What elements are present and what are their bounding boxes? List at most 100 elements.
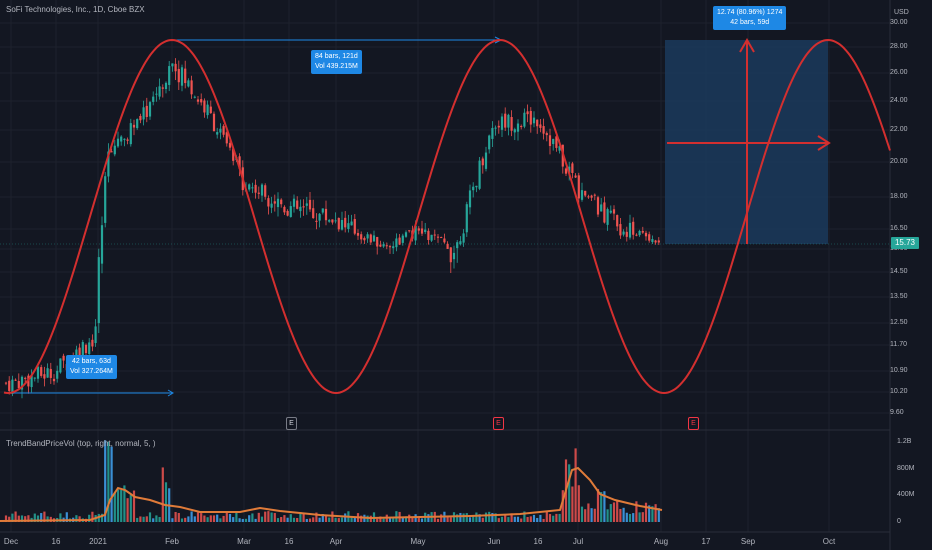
candle[interactable] bbox=[427, 228, 430, 245]
candle[interactable] bbox=[8, 376, 11, 395]
candle[interactable] bbox=[555, 134, 558, 152]
candle[interactable] bbox=[216, 127, 219, 139]
candle[interactable] bbox=[452, 245, 456, 269]
candle[interactable] bbox=[401, 233, 404, 246]
candle[interactable] bbox=[587, 194, 590, 199]
candle[interactable] bbox=[46, 363, 49, 378]
candle[interactable] bbox=[273, 194, 276, 212]
candle[interactable] bbox=[286, 209, 289, 217]
candle[interactable] bbox=[337, 217, 340, 232]
candle[interactable] bbox=[494, 125, 497, 136]
candle[interactable] bbox=[430, 234, 433, 242]
candle[interactable] bbox=[292, 194, 296, 213]
candle[interactable] bbox=[523, 108, 526, 129]
candle[interactable] bbox=[539, 119, 542, 133]
candle[interactable] bbox=[219, 123, 222, 140]
projection-callout[interactable]: 12.74 (80.96%) 1274 42 bars, 59d bbox=[713, 6, 787, 30]
candle[interactable] bbox=[4, 381, 8, 386]
candle[interactable] bbox=[356, 229, 360, 240]
candle[interactable] bbox=[206, 100, 209, 119]
candle[interactable] bbox=[619, 218, 622, 239]
candle[interactable] bbox=[203, 98, 206, 118]
candle[interactable] bbox=[193, 95, 196, 99]
candle[interactable] bbox=[145, 97, 148, 123]
candle[interactable] bbox=[606, 207, 609, 231]
candle[interactable] bbox=[612, 205, 616, 221]
candle[interactable] bbox=[433, 229, 436, 240]
candle[interactable] bbox=[40, 364, 43, 378]
candle[interactable] bbox=[648, 231, 651, 243]
candle[interactable] bbox=[398, 234, 401, 245]
candle[interactable] bbox=[504, 107, 507, 131]
candle[interactable] bbox=[212, 111, 216, 132]
candle[interactable] bbox=[334, 212, 337, 224]
candle[interactable] bbox=[510, 110, 513, 137]
candle[interactable] bbox=[484, 146, 488, 172]
candle[interactable] bbox=[548, 128, 552, 155]
candle[interactable] bbox=[632, 217, 635, 240]
candle[interactable] bbox=[462, 229, 465, 247]
candle[interactable] bbox=[456, 240, 459, 263]
candle[interactable] bbox=[248, 183, 251, 192]
candle[interactable] bbox=[270, 196, 273, 214]
candle[interactable] bbox=[260, 183, 264, 202]
candle[interactable] bbox=[280, 198, 283, 208]
candle[interactable] bbox=[100, 216, 104, 274]
candle[interactable] bbox=[385, 242, 388, 250]
candle[interactable] bbox=[129, 118, 132, 147]
candle[interactable] bbox=[116, 131, 120, 148]
candle[interactable] bbox=[580, 182, 584, 202]
candle[interactable] bbox=[491, 121, 494, 147]
candle[interactable] bbox=[420, 220, 424, 236]
candle[interactable] bbox=[200, 93, 203, 106]
candle[interactable] bbox=[180, 64, 184, 92]
candle[interactable] bbox=[478, 156, 481, 191]
candle[interactable] bbox=[644, 230, 648, 241]
candle[interactable] bbox=[465, 201, 468, 237]
candle[interactable] bbox=[107, 143, 110, 183]
candle[interactable] bbox=[340, 211, 344, 231]
candle[interactable] bbox=[289, 201, 292, 218]
candle[interactable] bbox=[196, 95, 200, 105]
candle[interactable] bbox=[379, 240, 382, 248]
candle[interactable] bbox=[382, 241, 385, 248]
candle[interactable] bbox=[532, 111, 536, 128]
candle[interactable] bbox=[302, 199, 305, 216]
candle[interactable] bbox=[299, 199, 302, 218]
candle[interactable] bbox=[369, 233, 372, 246]
candle[interactable] bbox=[312, 199, 315, 219]
range-callout-2[interactable]: 84 bars, 121d Vol 439.215M bbox=[311, 50, 362, 74]
candle[interactable] bbox=[328, 218, 331, 223]
candle[interactable] bbox=[600, 197, 603, 212]
candle[interactable] bbox=[174, 58, 177, 81]
candle[interactable] bbox=[526, 104, 529, 123]
candle[interactable] bbox=[424, 222, 427, 235]
candle[interactable] bbox=[641, 226, 644, 234]
candle[interactable] bbox=[344, 211, 347, 233]
candle[interactable] bbox=[49, 362, 52, 384]
candle[interactable] bbox=[603, 196, 606, 224]
candle[interactable] bbox=[481, 156, 484, 174]
candle[interactable] bbox=[545, 131, 548, 142]
candle[interactable] bbox=[628, 214, 632, 240]
candle[interactable] bbox=[168, 61, 171, 92]
candle[interactable] bbox=[574, 173, 577, 179]
candle[interactable] bbox=[651, 235, 654, 244]
candle[interactable] bbox=[347, 214, 350, 233]
candle[interactable] bbox=[372, 230, 376, 242]
volume-indicator-legend[interactable]: TrendBandPriceVol (top, right, normal, 5… bbox=[6, 439, 156, 448]
candle[interactable] bbox=[520, 124, 523, 130]
candle[interactable] bbox=[148, 101, 152, 120]
candle[interactable] bbox=[404, 230, 408, 238]
candle[interactable] bbox=[443, 233, 446, 244]
candle[interactable] bbox=[353, 214, 356, 236]
candle[interactable] bbox=[209, 100, 212, 114]
candle[interactable] bbox=[296, 196, 299, 210]
candle[interactable] bbox=[251, 182, 254, 194]
candle[interactable] bbox=[654, 239, 657, 245]
candle[interactable] bbox=[513, 127, 516, 141]
candle[interactable] bbox=[267, 195, 270, 215]
candle[interactable] bbox=[516, 119, 520, 141]
candle[interactable] bbox=[529, 107, 532, 133]
candle[interactable] bbox=[164, 81, 168, 94]
